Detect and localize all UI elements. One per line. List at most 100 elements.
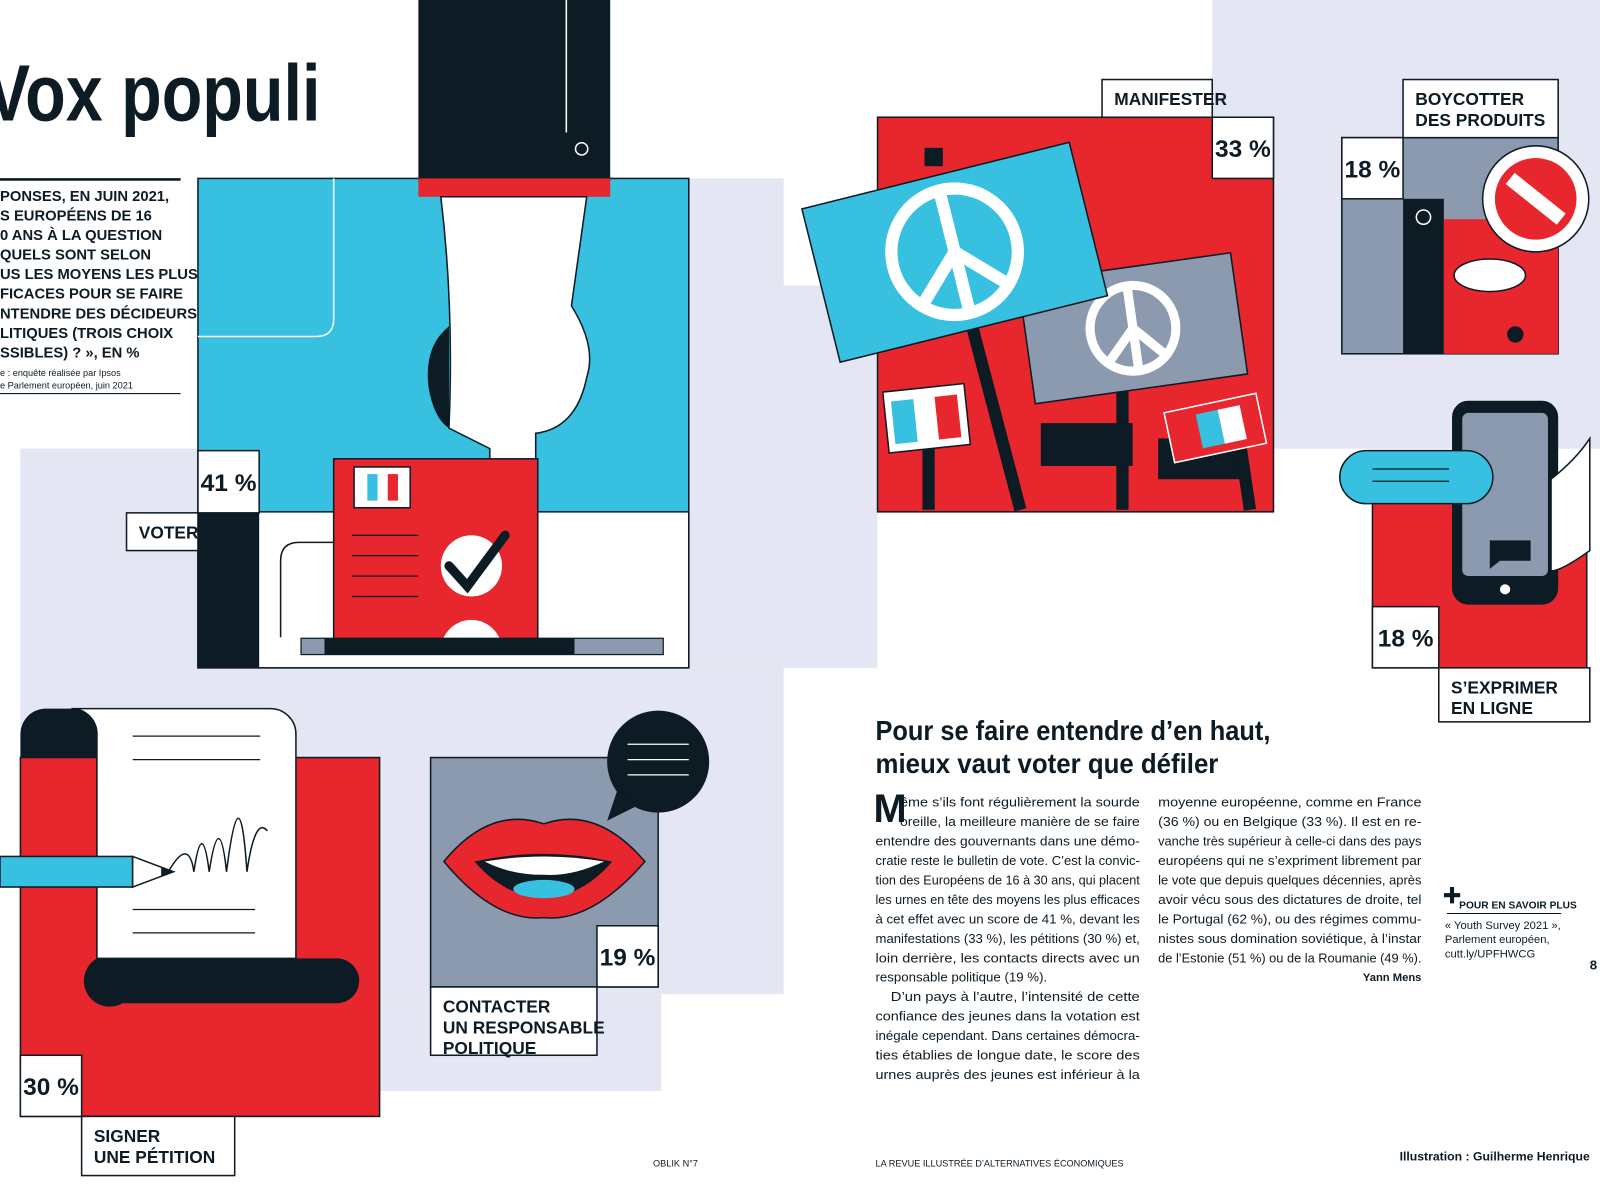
share-box [596, 925, 659, 988]
body-line: européens qui ne s’expriment librement p… [1158, 853, 1422, 868]
article-heading: mieux vaut voter que défiler [876, 748, 1219, 779]
body-line: le vote que depuis quelques décennies, a… [1158, 872, 1422, 887]
source-line: e Parlement européen, juin 2021 [0, 380, 133, 390]
flag-sign [1163, 392, 1268, 464]
body-line: D’un pays à l’autre, l’intensité de cett… [891, 989, 1140, 1004]
button [574, 141, 589, 156]
body-line: avoir vécu sous des dictatures de droite… [1158, 892, 1421, 907]
share-box [1341, 136, 1404, 200]
body-line: à cet effet avec un score de 41 %, devan… [876, 911, 1141, 926]
tongue [513, 879, 575, 899]
flag-box [353, 466, 411, 509]
flag [367, 474, 378, 501]
body-line: oreille, la meilleure manière de se fair… [900, 814, 1140, 829]
body-line: manifestations (33 %), les pétitions (30… [876, 931, 1140, 946]
item-label: SIGNER [94, 1126, 161, 1146]
vote-illustration [197, 0, 690, 669]
intro-line: 0 ANS À LA QUESTION [0, 227, 162, 244]
intro-line: SSIBLES) ? », EN % [0, 345, 140, 361]
sidebar-line: « Youth Survey 2021 », [1445, 920, 1561, 932]
bubble-lines [1372, 468, 1449, 482]
flag [387, 474, 398, 501]
item-label: POLITIQUE [443, 1038, 536, 1058]
screen [1462, 412, 1548, 577]
label-box [1101, 78, 1214, 119]
item-label: EN LIGNE [1451, 698, 1533, 718]
source-line: e : enquête réalisée par Ipsos [0, 368, 121, 378]
body-line: entendre des gouvernants dans une démo- [876, 833, 1140, 848]
body-line: (36 %) ou en Belgique (33 %). Il est en … [1158, 814, 1421, 829]
decor [1507, 326, 1524, 343]
item-label: DES PRODUITS [1415, 110, 1545, 130]
label-box [429, 986, 598, 1057]
hand-shadow [427, 326, 449, 429]
share: 33 % [1215, 136, 1271, 163]
intro-line: NTENDRE DES DÉCIDEURS [0, 305, 197, 322]
item-label: CONTACTER [443, 996, 551, 1016]
small-bubble [1489, 540, 1531, 569]
item-label: UN RESPONSABLE [443, 1017, 605, 1037]
body-line: tion des Européens de 16 à 30 ans, qui p… [876, 872, 1141, 887]
intro-line: PONSES, EN JUIN 2021, [0, 189, 169, 205]
share-box [19, 1054, 83, 1118]
cuff [418, 178, 611, 197]
share: 19 % [600, 945, 656, 972]
footer-left: OBLIK N°7 [653, 1158, 698, 1168]
decor [1403, 198, 1444, 354]
item-label: MANIFESTER [1114, 89, 1227, 109]
body-line: moyenne européenne, comme en France [1158, 794, 1421, 809]
item-label: UNE PÉTITION [94, 1147, 215, 1167]
decor [1415, 209, 1432, 226]
decor-line [197, 178, 335, 338]
sidebar-heading: POUR EN SAVOIR PLUS [1459, 900, 1577, 911]
share-box [197, 449, 260, 514]
body-line: les urnes en tête des moyens les plus ef… [876, 892, 1141, 907]
decor [197, 511, 260, 668]
share-box [1211, 116, 1275, 180]
protest-illustration [800, 116, 1275, 513]
clip [924, 147, 943, 167]
speech-tail [607, 790, 638, 821]
title: Vox populi [0, 48, 320, 137]
speech-lines [627, 743, 689, 776]
check [444, 530, 510, 594]
article-heading: Pour se faire entendre d’en haut, [876, 715, 1271, 746]
bubble [1339, 449, 1494, 505]
sign [1040, 423, 1133, 466]
item-label: BOYCOTTER [1415, 89, 1524, 109]
share: 18 % [1345, 156, 1401, 183]
hand [1550, 435, 1591, 572]
sidebar-line: Parlement européen, [1445, 934, 1550, 946]
body-line: vanche très supérieur à celle-ci dans de… [1158, 833, 1422, 848]
item-label: S’EXPRIMER [1451, 677, 1558, 697]
plus-icon [1443, 887, 1461, 904]
body-line: nistes sous domination soviétique, à l’i… [1158, 931, 1422, 946]
pencil-lead [161, 867, 174, 876]
blue-sign [800, 141, 1109, 364]
footer-center: LA REVUE ILLUSTRÉE D’ALTERNATIVES ÉCONOM… [876, 1158, 1124, 1168]
label-box [1438, 667, 1591, 723]
share: 18 % [1378, 625, 1434, 652]
speech-bubble [607, 710, 710, 813]
intro-line: FICACES POUR SE FAIRE [0, 287, 183, 303]
body-line: cratie reste le bulletin de vote. C’est … [876, 853, 1140, 868]
paper-roll [83, 958, 360, 1007]
body-line: de l’Estonie (51 %) ou de la Roumanie (4… [1158, 950, 1421, 965]
body-line: confiance des jeunes dans la votation es… [876, 1009, 1141, 1024]
body-line: inégale cependant. Dans certaines démocr… [876, 1028, 1140, 1043]
ballot-lines [352, 534, 419, 598]
label-box [1402, 78, 1559, 139]
drop-cap: M [873, 787, 906, 831]
intro-line: QUELS SONT SELON [0, 248, 151, 264]
body-line: ême s’ils font régulièrement la sourde [900, 794, 1140, 809]
decor-line [279, 541, 334, 638]
author: Yann Mens [1363, 972, 1422, 984]
phone-button [1500, 584, 1511, 595]
page-number: 8 [1590, 958, 1597, 973]
label-box [125, 512, 199, 552]
share: 41 % [201, 470, 257, 497]
teeth [484, 856, 605, 876]
pencil-tip [131, 855, 176, 889]
check-circle [440, 535, 503, 597]
